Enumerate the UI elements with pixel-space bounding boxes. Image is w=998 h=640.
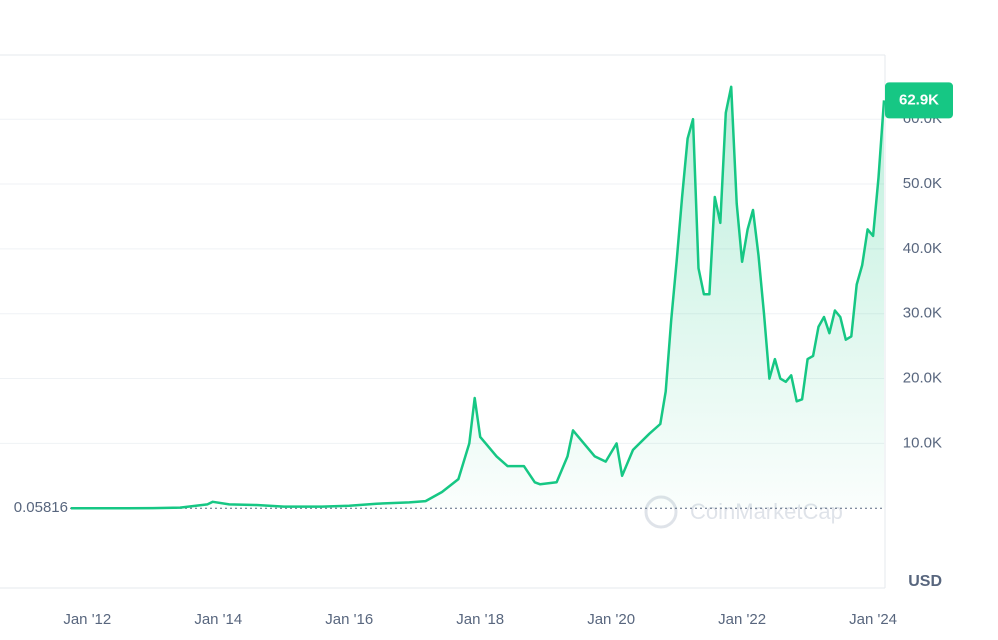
x-tick-label: Jan '14 (194, 611, 242, 628)
x-tick-label: Jan '22 (718, 611, 766, 628)
x-tick-label: Jan '12 (63, 611, 111, 628)
y-tick-label: 10.0K (903, 434, 942, 451)
x-tick-label: Jan '24 (849, 611, 897, 628)
y-tick-label: 50.0K (903, 175, 942, 192)
current-price-badge: 62.9K (885, 82, 953, 119)
price-area (70, 86, 884, 509)
x-tick-label: Jan '16 (325, 611, 373, 628)
badge-label: 62.9K (899, 91, 939, 108)
start-price-label: 0.05816 (14, 499, 68, 516)
price-line (70, 85, 886, 510)
badge-bg (885, 82, 953, 119)
y-tick-label: 20.0K (903, 370, 942, 387)
y-tick-label: 40.0K (903, 240, 942, 257)
grid (0, 118, 885, 444)
x-tick-label: Jan '20 (587, 611, 635, 628)
y-tick-label: 30.0K (903, 305, 942, 322)
x-tick-label: Jan '18 (456, 611, 504, 628)
currency-label: USD (908, 573, 942, 590)
